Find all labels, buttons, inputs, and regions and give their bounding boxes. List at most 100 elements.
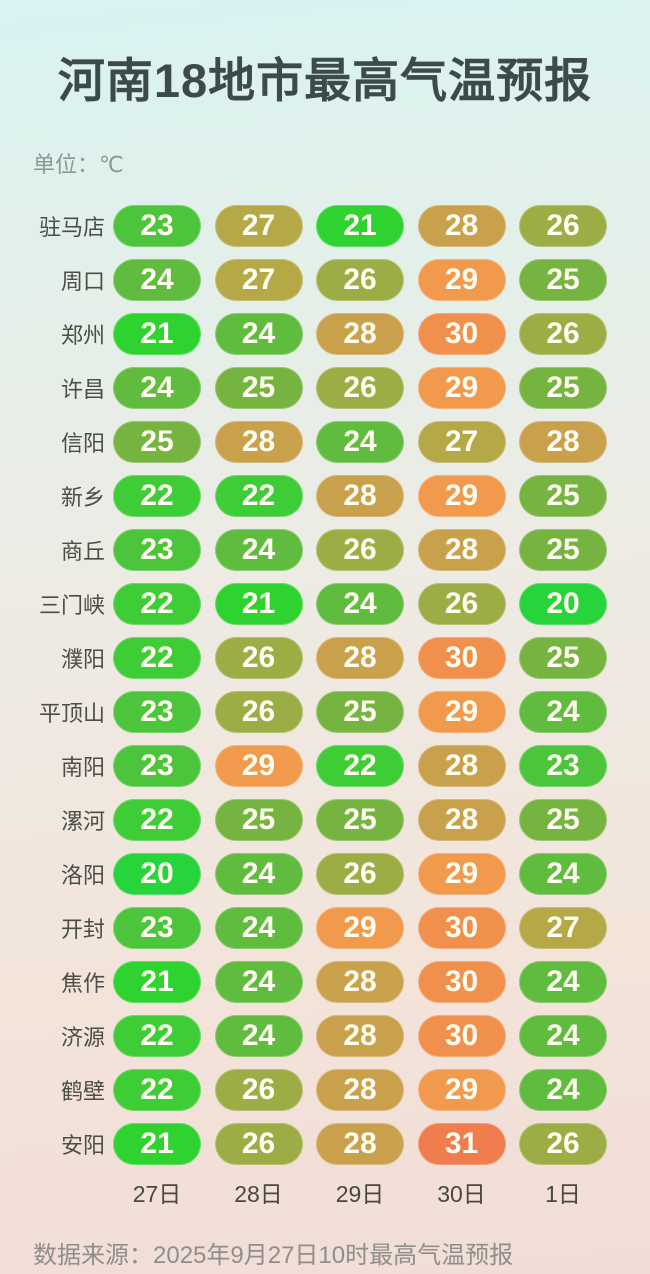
temp-cell: 26 [214,637,303,679]
temp-cell: 24 [519,961,607,1003]
temperature-pills: 23 26 25 29 24 [113,691,607,733]
temp-cell: 24 [214,853,303,895]
temperature-pills: 21 24 28 30 24 [113,961,607,1003]
city-label: 平顶山 [38,701,105,726]
temp-cell: 28 [214,421,303,463]
temperature-pills: 22 26 28 30 25 [113,637,607,679]
table-row: 漯河 22 25 25 28 25 [33,799,617,841]
temperature-pills: 22 21 24 26 20 [113,583,607,625]
page-title: 河南18地市最高气温预报 [57,54,593,107]
date-label: 28日 [234,1181,283,1207]
temp-cell: 27 [519,907,607,949]
city-label: 焦作 [60,971,105,996]
temperature-pills: 25 28 24 27 28 [113,421,607,463]
temp-cell: 24 [519,853,607,895]
table-row: 南阳 23 29 22 28 23 [33,745,617,787]
temp-cell: 28 [316,313,404,355]
temp-cell: 22 [316,745,404,787]
temp-cell: 25 [519,367,607,409]
temperature-pills: 23 24 29 30 27 [113,907,607,949]
date-label: 1日 [545,1181,581,1207]
temp-cell: 23 [113,529,201,571]
temp-cell: 24 [519,1015,607,1057]
temp-cell: 25 [214,367,303,409]
temp-cell: 26 [519,205,607,247]
temp-cell: 26 [316,367,404,409]
date-label: 30日 [437,1181,486,1207]
temp-cell: 22 [113,583,201,625]
city-label: 周口 [60,269,105,294]
temp-cell: 26 [316,529,404,571]
temp-cell: 21 [113,313,201,355]
temp-cell: 25 [316,799,404,841]
table-row: 驻马店 23 27 21 28 26 [33,205,617,247]
unit-label: 单位：℃ [33,152,124,177]
city-label: 许昌 [60,377,105,402]
temp-cell: 25 [519,799,607,841]
data-source: 数据来源：2025年9月27日10时最高气温预报 [33,1242,514,1269]
city-label: 信阳 [60,431,105,456]
temp-cell: 28 [316,1123,404,1165]
temp-cell: 23 [113,205,201,247]
temp-cell: 25 [214,799,303,841]
temp-cell: 22 [113,1069,201,1111]
city-label: 新乡 [60,485,105,510]
table-row: 郑州 21 24 28 30 26 [33,313,617,355]
temp-cell: 29 [417,1069,506,1111]
temperature-pills: 22 25 25 28 25 [113,799,607,841]
temperature-pills: 20 24 26 29 24 [113,853,607,895]
temp-cell: 26 [214,691,303,733]
table-row: 鹤壁 22 26 28 29 24 [33,1069,617,1111]
temp-cell: 28 [417,205,506,247]
temp-cell: 25 [113,421,201,463]
temp-cell: 27 [214,205,303,247]
temp-cell: 25 [519,529,607,571]
temp-cell: 21 [214,583,303,625]
temp-cell: 24 [519,691,607,733]
temp-cell: 23 [519,745,607,787]
temperature-pills: 23 27 21 28 26 [113,205,607,247]
temp-cell: 27 [214,259,303,301]
temp-cell: 23 [113,691,201,733]
temperature-pills: 22 26 28 29 24 [113,1069,607,1111]
temperature-pills: 23 24 26 28 25 [113,529,607,571]
temp-cell: 22 [113,799,201,841]
table-row: 安阳 21 26 28 31 26 [33,1123,617,1165]
temp-cell: 23 [113,907,201,949]
city-label: 鹤壁 [60,1079,105,1104]
temp-cell: 24 [113,367,201,409]
table-row: 许昌 24 25 26 29 25 [33,367,617,409]
temp-cell: 30 [417,1015,506,1057]
temp-cell: 28 [316,1069,404,1111]
temp-cell: 30 [417,907,506,949]
temp-cell: 26 [417,583,506,625]
city-label: 濮阳 [60,647,105,672]
temp-cell: 30 [417,961,506,1003]
temp-cell: 26 [214,1123,303,1165]
table-row: 焦作 21 24 28 30 24 [33,961,617,1003]
temp-cell: 28 [519,421,607,463]
city-label: 郑州 [60,323,105,348]
temp-cell: 29 [417,367,506,409]
temp-cell: 27 [417,421,506,463]
date-axis: 27日 28日 29日 30日 1日 [113,1175,607,1209]
temp-cell: 22 [113,637,201,679]
temp-cell: 24 [113,259,201,301]
temp-cell: 26 [519,1123,607,1165]
table-row: 济源 22 24 28 30 24 [33,1015,617,1057]
temp-cell: 28 [316,475,404,517]
temp-cell: 28 [316,1015,404,1057]
temp-cell: 24 [214,961,303,1003]
temp-cell: 24 [519,1069,607,1111]
temp-cell: 24 [214,1015,303,1057]
city-label: 南阳 [60,755,105,780]
temp-cell: 29 [316,907,404,949]
temp-cell: 30 [417,637,506,679]
table-row: 周口 24 27 26 29 25 [33,259,617,301]
table-row: 新乡 22 22 28 29 25 [33,475,617,517]
city-label: 商丘 [60,539,105,564]
city-label: 济源 [60,1025,105,1050]
table-row: 平顶山 23 26 25 29 24 [33,691,617,733]
temp-cell: 21 [316,205,404,247]
temperature-pills: 22 24 28 30 24 [113,1015,607,1057]
